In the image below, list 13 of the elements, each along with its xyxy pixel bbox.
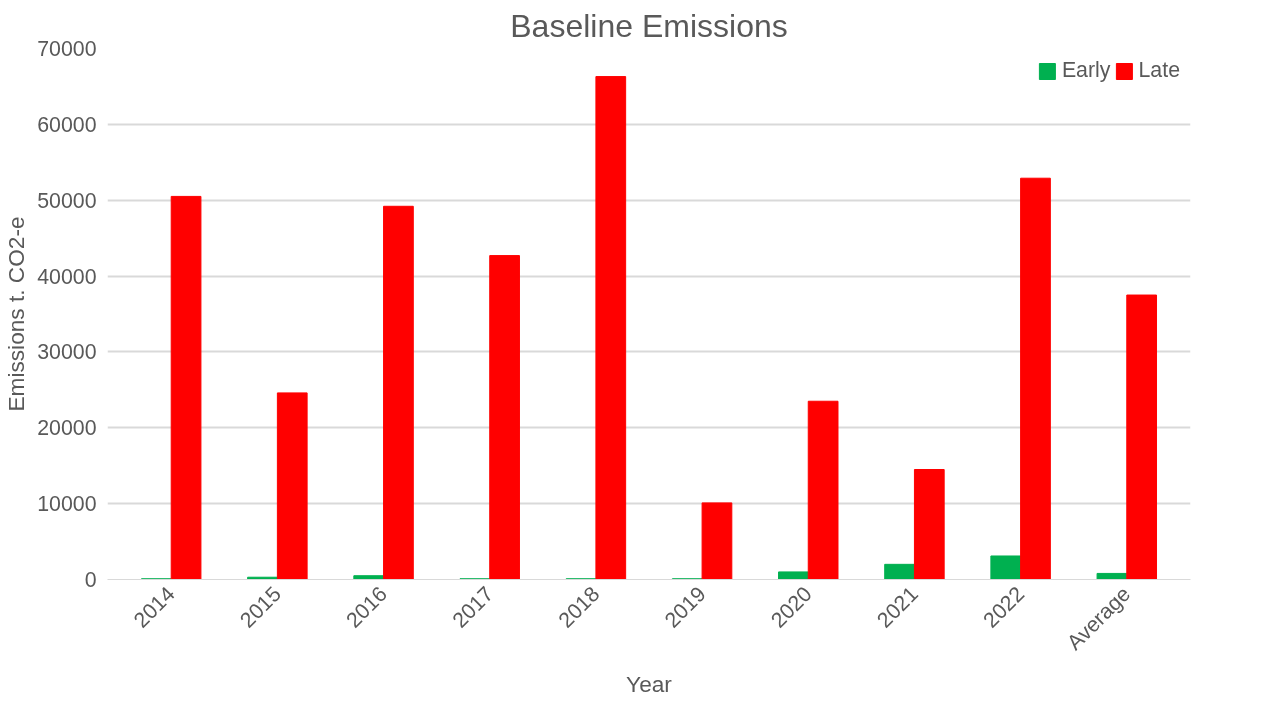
- y-tick-label: 70000: [37, 37, 97, 61]
- y-tick-label: 30000: [37, 340, 97, 365]
- y-tick-label: 0: [84, 568, 97, 592]
- x-axis-title: Year: [626, 671, 673, 698]
- y-tick-label: 40000: [37, 264, 97, 289]
- legend-label: Late: [1138, 58, 1180, 83]
- legend-label: Early: [1061, 58, 1111, 83]
- y-axis-title: Emissions t. CO2-e: [3, 216, 30, 412]
- chart-title: Baseline Emissions: [510, 7, 788, 44]
- y-tick-label: 20000: [37, 416, 97, 441]
- y-tick-label: 60000: [37, 112, 97, 137]
- y-tick-label: 50000: [37, 188, 97, 213]
- y-tick-label: 10000: [37, 492, 97, 517]
